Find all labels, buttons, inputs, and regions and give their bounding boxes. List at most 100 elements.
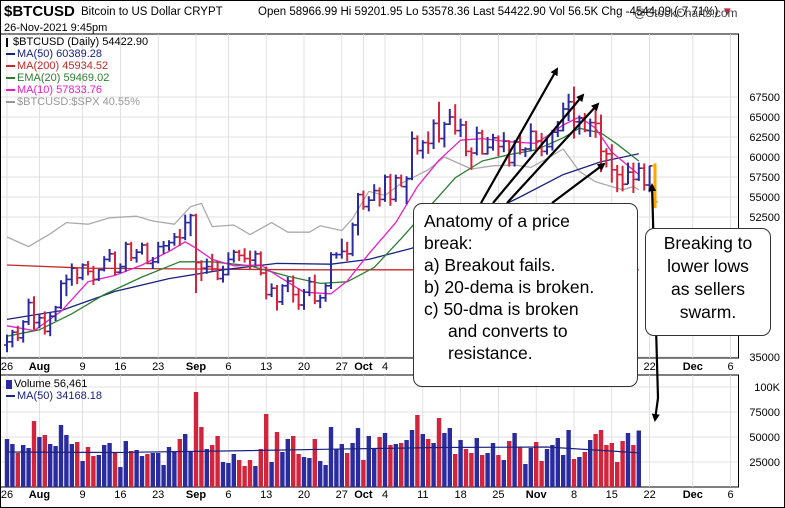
volume-bar bbox=[458, 440, 463, 487]
volume-bar bbox=[26, 448, 31, 487]
volume-bar bbox=[453, 454, 458, 487]
ma50-line bbox=[6, 153, 639, 321]
volume-bar bbox=[204, 449, 209, 487]
price-bar bbox=[25, 298, 32, 325]
legend-text: MA(50) 60389.28 bbox=[17, 48, 102, 60]
volume-bar bbox=[571, 459, 577, 487]
volume-bar bbox=[312, 439, 317, 487]
price-bar bbox=[436, 101, 442, 143]
x-tick-label: 9 bbox=[80, 489, 86, 501]
line-swatch-icon bbox=[6, 77, 15, 80]
volume-legend-entry: MA(50) 34168.18 bbox=[6, 390, 102, 402]
volume-bar bbox=[31, 421, 37, 487]
x-tick-label: 6 bbox=[728, 489, 734, 501]
legend-text: EMA(20) 59469.02 bbox=[17, 72, 110, 84]
x-tick-label: 22 bbox=[643, 361, 655, 373]
volume-bar bbox=[604, 445, 609, 487]
volume-bar bbox=[226, 463, 231, 487]
quote-stats-text: Open 58966.99 Hi 59201.95 Lo 53578.36 La… bbox=[258, 6, 719, 18]
symbol-title: $BTCUSD bbox=[4, 3, 75, 20]
annotation-line: break: bbox=[424, 233, 473, 253]
legend-entry: $BTCUSD (Daily) 54422.90 bbox=[6, 36, 148, 48]
legend-text: MA(10) 57833.76 bbox=[17, 84, 102, 96]
volume-bar bbox=[463, 449, 469, 487]
x-tick-label: Dec bbox=[683, 489, 703, 501]
annotation-line: a) Breakout fails. bbox=[424, 255, 556, 275]
price-bar bbox=[463, 121, 469, 157]
volume-bar bbox=[399, 443, 404, 487]
x-tick-label: 4 bbox=[382, 489, 388, 501]
volume-bar bbox=[237, 460, 242, 487]
legend-text: MA(50) 34168.18 bbox=[17, 390, 102, 402]
volume-bar bbox=[15, 453, 20, 487]
volume-bar bbox=[490, 443, 496, 487]
price-bar bbox=[409, 131, 415, 181]
x-tick-label: Oct bbox=[354, 489, 373, 501]
x-tick-label: 15 bbox=[606, 489, 618, 501]
price-bar bbox=[635, 162, 642, 181]
x-tick-label: 13 bbox=[260, 489, 272, 501]
volume-bar bbox=[156, 453, 161, 487]
volume-bar bbox=[561, 455, 566, 487]
timestamp: 26-Nov-2021 9:45pm bbox=[4, 22, 108, 34]
volume-bar bbox=[199, 427, 204, 487]
volume-bar bbox=[188, 451, 193, 487]
price-bar bbox=[63, 274, 70, 297]
volume-bar bbox=[517, 447, 523, 487]
y-tick-label: 65000 bbox=[749, 112, 780, 124]
volume-bar bbox=[474, 438, 479, 487]
x-tick-label: 6 bbox=[728, 361, 734, 373]
price-bar bbox=[47, 312, 54, 337]
ma10-line bbox=[6, 116, 640, 332]
price-bar bbox=[457, 118, 464, 137]
volume-bar bbox=[528, 448, 533, 487]
x-tick-label: Nov bbox=[526, 489, 548, 501]
price-bar bbox=[419, 140, 426, 159]
volume-bar bbox=[42, 435, 47, 487]
price-bar bbox=[290, 275, 297, 303]
y-tick-label: 62500 bbox=[749, 132, 780, 144]
price-bar bbox=[68, 263, 75, 286]
y-tick-label: 100K bbox=[754, 382, 780, 394]
volume-bar bbox=[64, 435, 69, 487]
price-bar bbox=[317, 294, 324, 309]
volume-bar bbox=[339, 444, 344, 487]
volume-bar bbox=[350, 443, 355, 487]
price-bar bbox=[166, 240, 172, 251]
price-bar bbox=[430, 119, 437, 149]
volume-bar bbox=[91, 456, 96, 487]
x-tick-label: 26 bbox=[1, 361, 13, 373]
price-bar bbox=[268, 283, 275, 297]
volume-bar bbox=[625, 433, 631, 487]
legend-text: $BTCUSD:$SPX 40.55% bbox=[17, 96, 140, 108]
price-bar bbox=[241, 248, 248, 263]
price-bar bbox=[193, 213, 199, 293]
x-tick-label: 26 bbox=[1, 489, 13, 501]
y-tick-label: 25000 bbox=[749, 457, 780, 469]
x-tick-label: Dec bbox=[683, 361, 703, 373]
brand-logo: @StockCharts.com bbox=[634, 6, 738, 20]
volume-bar bbox=[107, 443, 112, 487]
volume-bar bbox=[21, 445, 26, 487]
volume-bar bbox=[274, 432, 280, 487]
price-bar bbox=[160, 241, 167, 254]
volume-bar bbox=[150, 453, 155, 487]
annotation-arrow bbox=[506, 102, 600, 204]
price-bar bbox=[333, 252, 340, 259]
volume-bar bbox=[301, 457, 307, 487]
price-bar bbox=[20, 320, 27, 343]
x-tick-label: Sep bbox=[186, 361, 206, 373]
quote-stats: Open 58966.99 Hi 59201.95 Lo 53578.36 La… bbox=[258, 6, 733, 18]
price-bar bbox=[322, 283, 329, 302]
volume-bar bbox=[280, 452, 285, 487]
price-bar bbox=[139, 242, 145, 255]
volume-bar bbox=[496, 455, 501, 487]
y-tick-label: 60000 bbox=[749, 152, 780, 164]
price-bar bbox=[452, 104, 459, 135]
volume-bar bbox=[123, 441, 128, 487]
price-bar bbox=[74, 267, 81, 285]
volume-bar bbox=[161, 465, 166, 487]
volume-bar bbox=[96, 455, 101, 487]
price-bar bbox=[619, 165, 626, 192]
volume-bar bbox=[166, 447, 172, 487]
